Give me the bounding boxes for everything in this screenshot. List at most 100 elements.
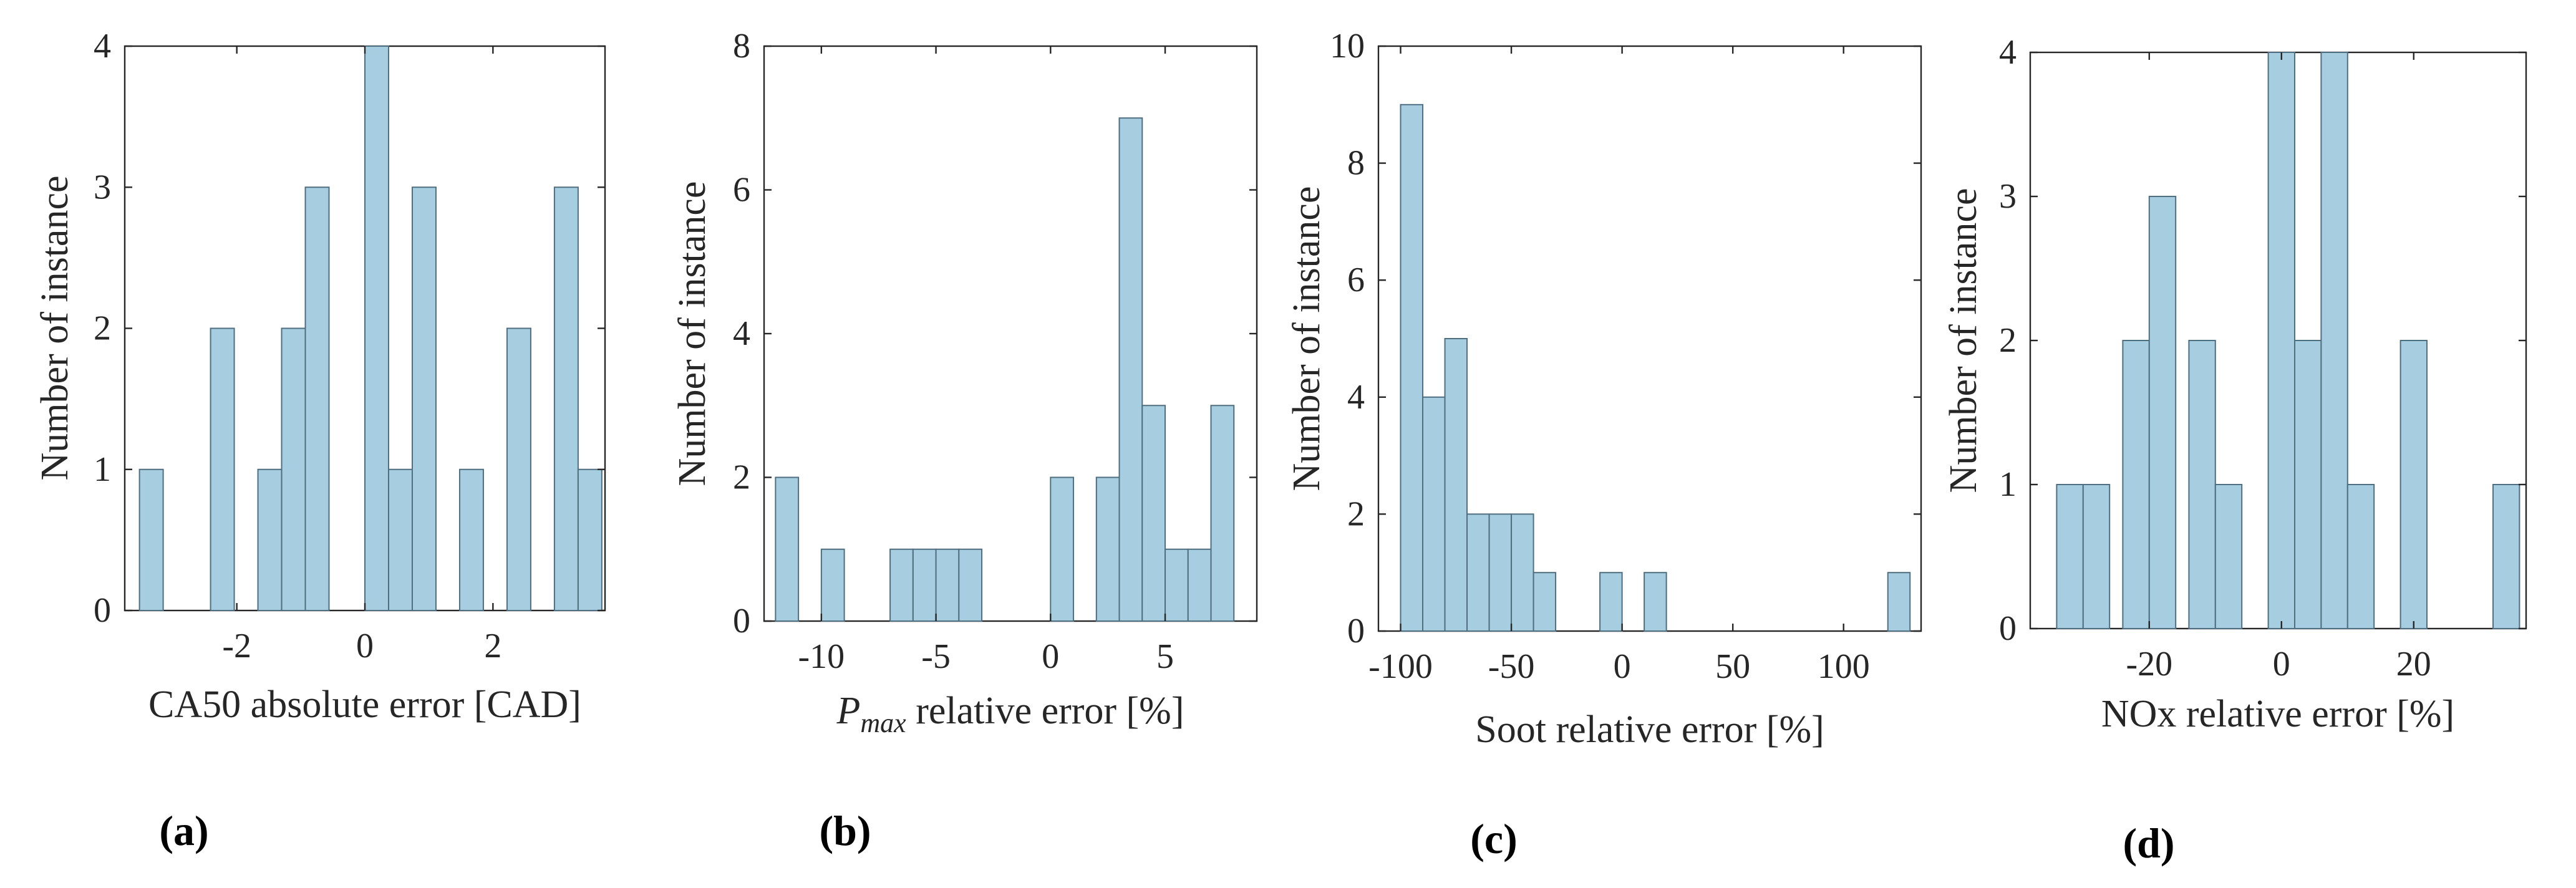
histogram-bar-c xyxy=(1466,513,1490,632)
histogram-bar-b xyxy=(912,548,937,622)
y-tick-label-c: 0 xyxy=(1347,612,1365,650)
x-tick-label-a: 2 xyxy=(484,627,501,665)
panel-label-c: (c) xyxy=(1470,815,1517,862)
histogram-bar-a xyxy=(411,186,437,611)
panel-label-b: (b) xyxy=(819,807,871,854)
x-axis-label-b: Pmax relative error [%] xyxy=(836,690,1184,738)
y-tick-label-c: 6 xyxy=(1347,261,1365,299)
x-axis-label-c: Soot relative error [%] xyxy=(1475,708,1824,751)
y-tick-label-d: 3 xyxy=(1999,177,2017,216)
y-axis-label-b: Number of instance xyxy=(671,181,714,486)
x-axis-label-b-main: P xyxy=(836,690,861,732)
histogram-bar-b xyxy=(1187,548,1212,622)
x-tick-label-c: -50 xyxy=(1488,647,1535,686)
histogram-bar-c xyxy=(1887,572,1911,632)
bars-b xyxy=(775,117,1235,622)
y-tick-label-a: 0 xyxy=(94,591,111,630)
y-tick-label-b: 6 xyxy=(733,171,750,210)
x-ticks-c: -100 -50 0 50 100 xyxy=(1368,46,1870,686)
histogram-bar-d xyxy=(2188,340,2216,629)
histogram-bar-c xyxy=(1422,396,1446,632)
panel-c: -100 -50 0 50 100 0 2 4 6 8 10 Soot relative erro… xyxy=(1286,27,1922,862)
x-tick-label-c: 50 xyxy=(1715,647,1750,686)
histogram-bar-a xyxy=(387,468,413,611)
y-tick-label-c: 8 xyxy=(1347,144,1365,183)
plot-frame-b xyxy=(763,45,1258,622)
y-ticks-a: 0 1 2 3 4 xyxy=(94,27,605,630)
y-tick-label-a: 1 xyxy=(94,450,111,489)
histogram-bar-d xyxy=(2492,484,2520,629)
x-tick-label-b: 0 xyxy=(1042,637,1059,676)
x-tick-label-b: 5 xyxy=(1156,637,1174,676)
x-axis-label-d: NOx relative error [%] xyxy=(2101,693,2454,735)
histogram-bar-d xyxy=(2056,484,2084,629)
histogram-bar-c xyxy=(1488,513,1513,632)
histogram-bar-d xyxy=(2346,484,2375,629)
y-tick-label-b: 8 xyxy=(733,27,750,65)
y-tick-label-d: 2 xyxy=(1999,321,2017,360)
histogram-bar-c xyxy=(1533,572,1557,632)
y-tick-label-b: 4 xyxy=(733,314,750,353)
bars-d xyxy=(2056,52,2520,629)
y-tick-label-a: 4 xyxy=(94,27,111,65)
panel-a: -2 0 2 0 1 2 3 4 CA50 absolute error [CAD] Num… xyxy=(34,27,606,854)
x-ticks-d: -20 0 20 xyxy=(2126,52,2431,683)
histogram-bar-a xyxy=(553,186,579,611)
histogram-bar-a xyxy=(210,327,235,611)
histogram-bar-a xyxy=(257,468,283,611)
histogram-bar-c xyxy=(1599,572,1623,632)
histogram-bar-d xyxy=(2294,340,2322,629)
panel-b: -10 -5 0 5 0 2 4 6 8 Pmax relative error [%] Nu… xyxy=(671,27,1258,854)
histogram-bar-c xyxy=(1511,513,1534,632)
panel-d: -20 0 20 0 1 2 3 4 NOx relative error [%] Numb… xyxy=(1942,33,2527,867)
panel-label-a: (a) xyxy=(159,807,208,854)
y-axis-label-d: Number of instance xyxy=(1942,188,1985,493)
y-tick-label-d: 4 xyxy=(1999,33,2017,72)
y-tick-label-c: 2 xyxy=(1347,495,1365,533)
histogram-bar-b xyxy=(1210,405,1235,622)
histogram-bar-d xyxy=(2122,340,2150,629)
y-tick-label-c: 10 xyxy=(1330,27,1365,65)
x-tick-label-d: 0 xyxy=(2273,645,2290,683)
x-tick-label-d: 20 xyxy=(2396,645,2431,683)
histogram-bar-a xyxy=(506,327,531,611)
x-tick-label-b: -10 xyxy=(798,637,845,676)
x-ticks-a: -2 0 2 xyxy=(222,46,501,665)
x-axis-label-a: CA50 absolute error [CAD] xyxy=(148,683,581,726)
histogram-bar-b xyxy=(958,548,983,622)
x-tick-label-c: -100 xyxy=(1368,647,1433,686)
x-ticks-b: -10 -5 0 5 xyxy=(798,46,1174,676)
x-tick-label-c: 100 xyxy=(1818,647,1870,686)
x-tick-label-c: 0 xyxy=(1614,647,1631,686)
y-tick-label-b: 0 xyxy=(733,602,750,640)
y-tick-label-a: 2 xyxy=(94,309,111,348)
y-ticks-b: 0 2 4 6 8 xyxy=(733,27,1257,640)
histogram-bar-b xyxy=(775,476,800,622)
histogram-bar-b xyxy=(889,548,914,622)
histogram-bar-b xyxy=(935,548,960,622)
histogram-bar-d xyxy=(2148,196,2177,629)
histogram-bar-b xyxy=(1141,405,1166,622)
y-tick-label-c: 4 xyxy=(1347,378,1365,417)
histogram-bar-d xyxy=(2214,484,2243,629)
x-tick-label-a: 0 xyxy=(356,627,374,665)
histogram-bar-d xyxy=(2320,52,2348,629)
histogram-bar-b xyxy=(1165,548,1189,622)
y-ticks-d: 0 1 2 3 4 xyxy=(1999,33,2526,648)
x-axis-label-b-sub: max xyxy=(860,708,906,738)
bars-c xyxy=(1400,104,1911,632)
histogram-bar-a xyxy=(364,46,389,611)
y-axis-label-a: Number of instance xyxy=(34,176,76,481)
x-tick-label-d: -20 xyxy=(2126,645,2172,683)
y-tick-label-d: 0 xyxy=(1999,609,2017,648)
y-ticks-c: 0 2 4 6 8 10 xyxy=(1330,27,1921,650)
histogram-bar-d xyxy=(2082,484,2111,629)
y-tick-label-b: 2 xyxy=(733,458,750,497)
y-axis-label-c: Number of instance xyxy=(1286,186,1328,491)
histogram-bar-d xyxy=(2267,52,2296,629)
histogram-bar-a xyxy=(138,468,164,611)
histogram-bar-a xyxy=(458,468,484,611)
histogram-bar-b xyxy=(1095,476,1120,622)
histogram-bar-c xyxy=(1644,572,1667,632)
